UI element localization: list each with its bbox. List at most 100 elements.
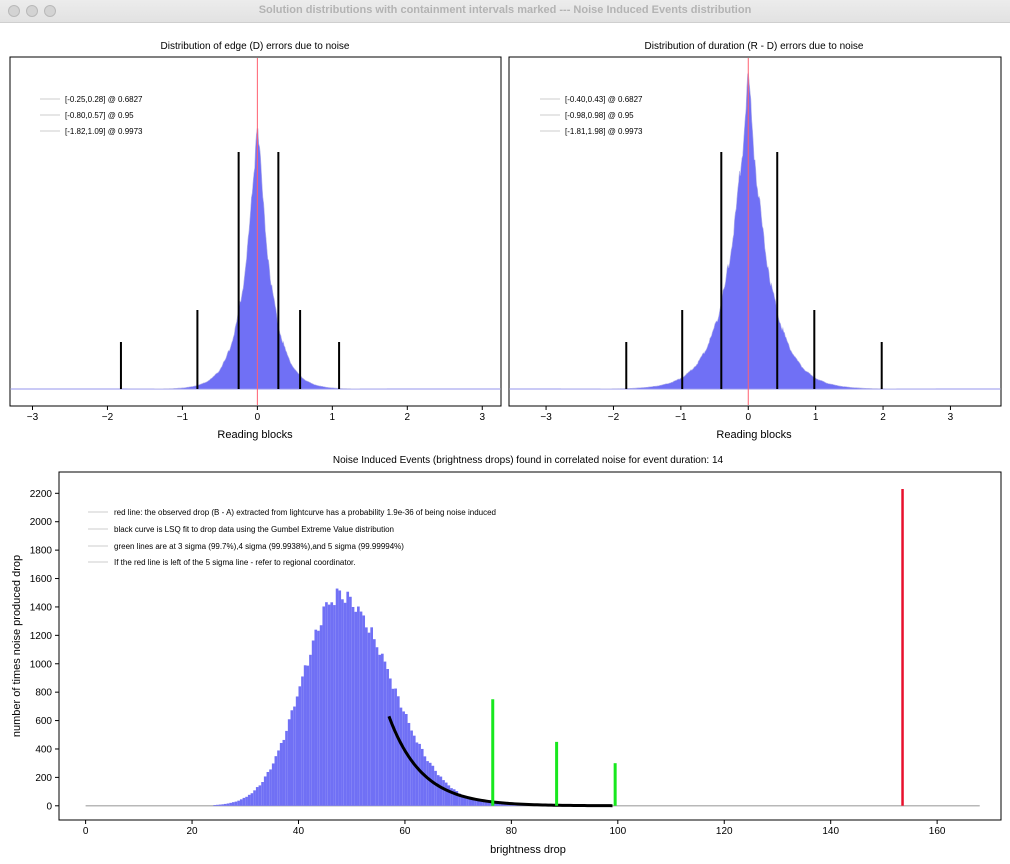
histogram-bar bbox=[386, 669, 389, 806]
x-tick-label: 60 bbox=[399, 826, 411, 837]
duration-error-chart: Distribution of duration (R - D) errors … bbox=[508, 41, 1002, 441]
x-tick-label: 100 bbox=[609, 826, 626, 837]
legend-entry: black curve is LSQ fit to drop data usin… bbox=[114, 525, 394, 534]
y-axis-label: number of times noise produced drop bbox=[11, 555, 23, 737]
histogram-area bbox=[509, 72, 1001, 390]
histogram-bar bbox=[407, 722, 411, 806]
y-tick-label: 400 bbox=[35, 744, 52, 755]
histogram-bar bbox=[428, 762, 432, 806]
x-tick-label: 2 bbox=[405, 412, 411, 423]
interval-lines bbox=[119, 58, 341, 405]
histogram-bars bbox=[509, 72, 1001, 390]
histogram-bar bbox=[420, 748, 424, 806]
chart-title: Distribution of edge (D) errors due to n… bbox=[161, 41, 350, 52]
histogram-bar bbox=[261, 782, 264, 806]
x-tick-label: 1 bbox=[330, 412, 336, 423]
histogram-bar bbox=[226, 803, 230, 806]
legend-entry: [-0.40,0.43] @ 0.6827 bbox=[565, 95, 643, 104]
y-tick-label: 1200 bbox=[30, 631, 53, 642]
y-tick-label: 1600 bbox=[30, 574, 53, 585]
histogram-bar bbox=[293, 706, 296, 806]
x-axis-label: Reading blocks bbox=[217, 429, 293, 441]
plots-canvas: Distribution of edge (D) errors due to n… bbox=[9, 41, 1002, 856]
histogram-bar bbox=[309, 654, 312, 806]
y-tick-label: 1400 bbox=[30, 602, 53, 613]
histogram-bar bbox=[439, 776, 443, 806]
histogram-bar bbox=[234, 801, 238, 806]
y-tick-label: 1000 bbox=[30, 659, 53, 670]
histogram-bar bbox=[452, 789, 456, 806]
histogram-bar bbox=[367, 632, 371, 806]
histogram-bar bbox=[450, 788, 453, 806]
histogram-bar bbox=[426, 761, 429, 806]
x-axis-ticks: −3 −2 −1 0 1 2 3 bbox=[540, 406, 954, 423]
y-axis-ticks: 0 200 400 600 800 1000 1200 1400 1600 1800 2000 220… bbox=[30, 489, 59, 812]
histogram-bar bbox=[415, 742, 419, 806]
legend-entry: If the red line is left of the 5 sigma l… bbox=[114, 558, 355, 567]
histogram-bar bbox=[317, 630, 320, 806]
noise-events-chart: Noise Induced Events (brightness drops) … bbox=[11, 455, 1002, 856]
histogram-bar bbox=[266, 771, 270, 806]
histogram-bar bbox=[213, 805, 216, 806]
histogram-area bbox=[10, 128, 501, 390]
histogram-bar bbox=[479, 800, 483, 806]
histogram-bar bbox=[402, 711, 405, 806]
histogram-bar bbox=[373, 639, 376, 806]
histogram-bar bbox=[498, 802, 501, 806]
x-tick-label: −1 bbox=[675, 412, 687, 423]
histogram-bar bbox=[383, 661, 387, 806]
histogram-bar bbox=[285, 730, 288, 806]
histogram-bar bbox=[279, 742, 283, 806]
histogram-bar bbox=[263, 776, 267, 806]
histogram-bar bbox=[269, 769, 272, 806]
histogram-bar bbox=[410, 730, 413, 806]
edge-error-chart: Distribution of edge (D) errors due to n… bbox=[9, 41, 502, 441]
histogram-bar bbox=[341, 599, 344, 806]
histogram-bar bbox=[303, 665, 307, 806]
x-tick-label: 0 bbox=[83, 826, 89, 837]
histogram-bar bbox=[306, 665, 310, 806]
histogram-bar bbox=[423, 756, 427, 806]
close-window-button[interactable] bbox=[8, 5, 20, 17]
histogram-bar bbox=[482, 801, 485, 806]
legend-entry: [-0.80,0.57] @ 0.95 bbox=[65, 111, 134, 120]
histogram-bar bbox=[380, 653, 384, 806]
minimize-window-button[interactable] bbox=[26, 5, 38, 17]
histogram-bar bbox=[271, 763, 275, 806]
x-tick-label: 120 bbox=[716, 826, 733, 837]
histogram-bar bbox=[231, 802, 235, 806]
histogram-bar bbox=[247, 794, 251, 806]
zoom-window-button[interactable] bbox=[44, 5, 56, 17]
legend-entry: [-0.25,0.28] @ 0.6827 bbox=[65, 95, 143, 104]
legend: [-0.40,0.43] @ 0.6827 [-0.98,0.98] @ 0.9… bbox=[540, 95, 643, 136]
y-tick-label: 200 bbox=[35, 773, 52, 784]
x-axis-label: Reading blocks bbox=[716, 429, 792, 441]
histogram-bar bbox=[229, 802, 232, 806]
histogram-bar bbox=[239, 799, 243, 806]
x-axis-ticks: 0 20 40 60 80 100 120 140 160 bbox=[83, 820, 946, 837]
histogram-bar bbox=[399, 707, 403, 806]
chart-title: Noise Induced Events (brightness drops) … bbox=[333, 455, 724, 466]
histogram-bar bbox=[277, 750, 280, 806]
histogram-bar bbox=[290, 710, 294, 806]
plot-frame bbox=[58, 471, 1002, 821]
legend-entry: red line: the observed drop (B - A) extr… bbox=[114, 508, 496, 517]
histogram-bar bbox=[447, 785, 451, 806]
histogram-bar bbox=[314, 629, 318, 806]
histogram-bar bbox=[359, 611, 363, 806]
histogram-bar bbox=[455, 791, 459, 806]
x-tick-label: 0 bbox=[255, 412, 261, 423]
histogram-bar bbox=[298, 686, 302, 806]
legend: red line: the observed drop (B - A) extr… bbox=[88, 508, 496, 567]
histogram-bar bbox=[484, 801, 488, 806]
x-tick-label: −1 bbox=[177, 412, 189, 423]
histogram-bar bbox=[391, 688, 395, 806]
histogram-bar bbox=[330, 602, 334, 806]
histogram-bar bbox=[460, 794, 464, 806]
histogram-bar bbox=[418, 743, 421, 806]
legend-entry: [-1.82,1.09] @ 0.9973 bbox=[65, 127, 143, 136]
histogram-bar bbox=[442, 780, 445, 806]
chart-title: Distribution of duration (R - D) errors … bbox=[645, 41, 864, 52]
histogram-bar bbox=[218, 804, 222, 806]
